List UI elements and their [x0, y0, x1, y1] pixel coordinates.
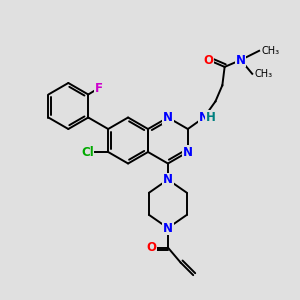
Text: N: N — [163, 221, 173, 235]
Text: H: H — [206, 111, 216, 124]
Text: N: N — [236, 53, 246, 67]
Text: F: F — [94, 82, 103, 95]
Text: N: N — [199, 111, 209, 124]
Text: N: N — [163, 111, 173, 124]
Text: N: N — [163, 173, 173, 186]
Text: O: O — [203, 53, 214, 67]
Text: O: O — [147, 241, 157, 254]
Text: N: N — [183, 146, 193, 158]
Text: CH₃: CH₃ — [261, 46, 279, 56]
Text: Cl: Cl — [81, 146, 94, 158]
Text: CH₃: CH₃ — [254, 69, 272, 79]
